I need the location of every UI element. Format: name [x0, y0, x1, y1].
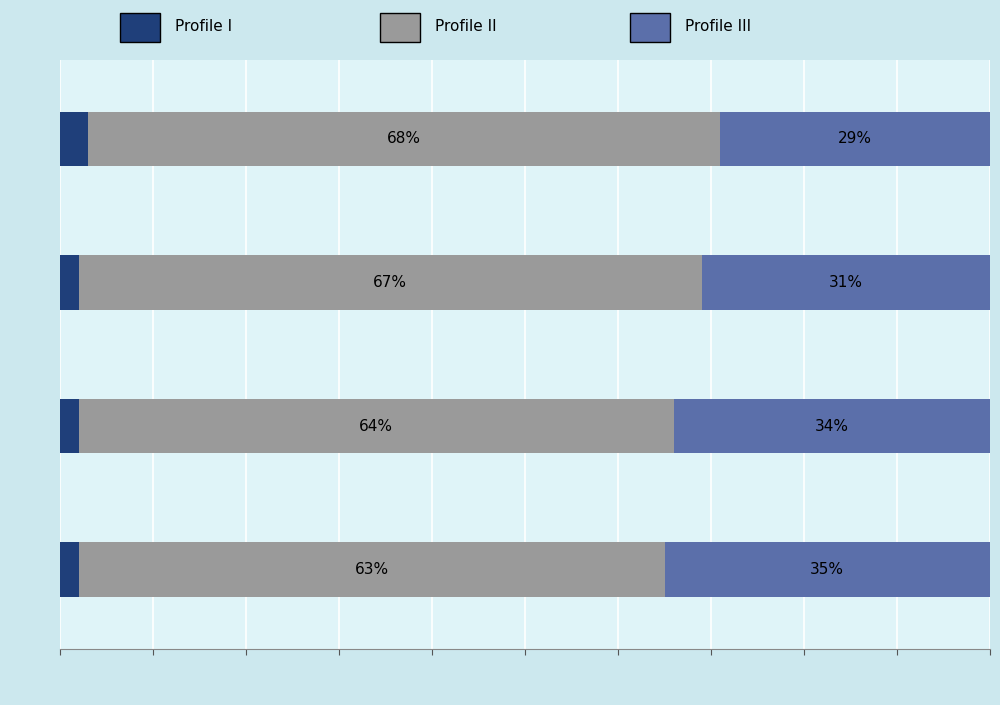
Bar: [720, 111, 990, 166]
Bar: [79, 255, 702, 309]
Text: 31%: 31%: [829, 275, 863, 290]
Bar: [664, 542, 990, 597]
Bar: [88, 111, 720, 166]
Text: 64%: 64%: [359, 419, 393, 434]
Text: 68%: 68%: [387, 131, 421, 147]
Bar: [79, 399, 674, 453]
Text: Profile I: Profile I: [175, 19, 232, 34]
Bar: [79, 542, 665, 597]
Text: 63%: 63%: [354, 562, 389, 577]
Bar: [702, 255, 990, 309]
Bar: [60, 255, 79, 309]
Text: 29%: 29%: [838, 131, 872, 147]
Text: Profile II: Profile II: [435, 19, 497, 34]
Bar: [674, 399, 990, 453]
Bar: [60, 399, 79, 453]
Text: 67%: 67%: [373, 275, 407, 290]
Bar: [60, 111, 88, 166]
FancyBboxPatch shape: [120, 13, 160, 42]
Text: Profile III: Profile III: [685, 19, 751, 34]
FancyBboxPatch shape: [630, 13, 670, 42]
Bar: [60, 542, 79, 597]
Text: 35%: 35%: [810, 562, 844, 577]
Text: 34%: 34%: [815, 419, 849, 434]
FancyBboxPatch shape: [380, 13, 420, 42]
